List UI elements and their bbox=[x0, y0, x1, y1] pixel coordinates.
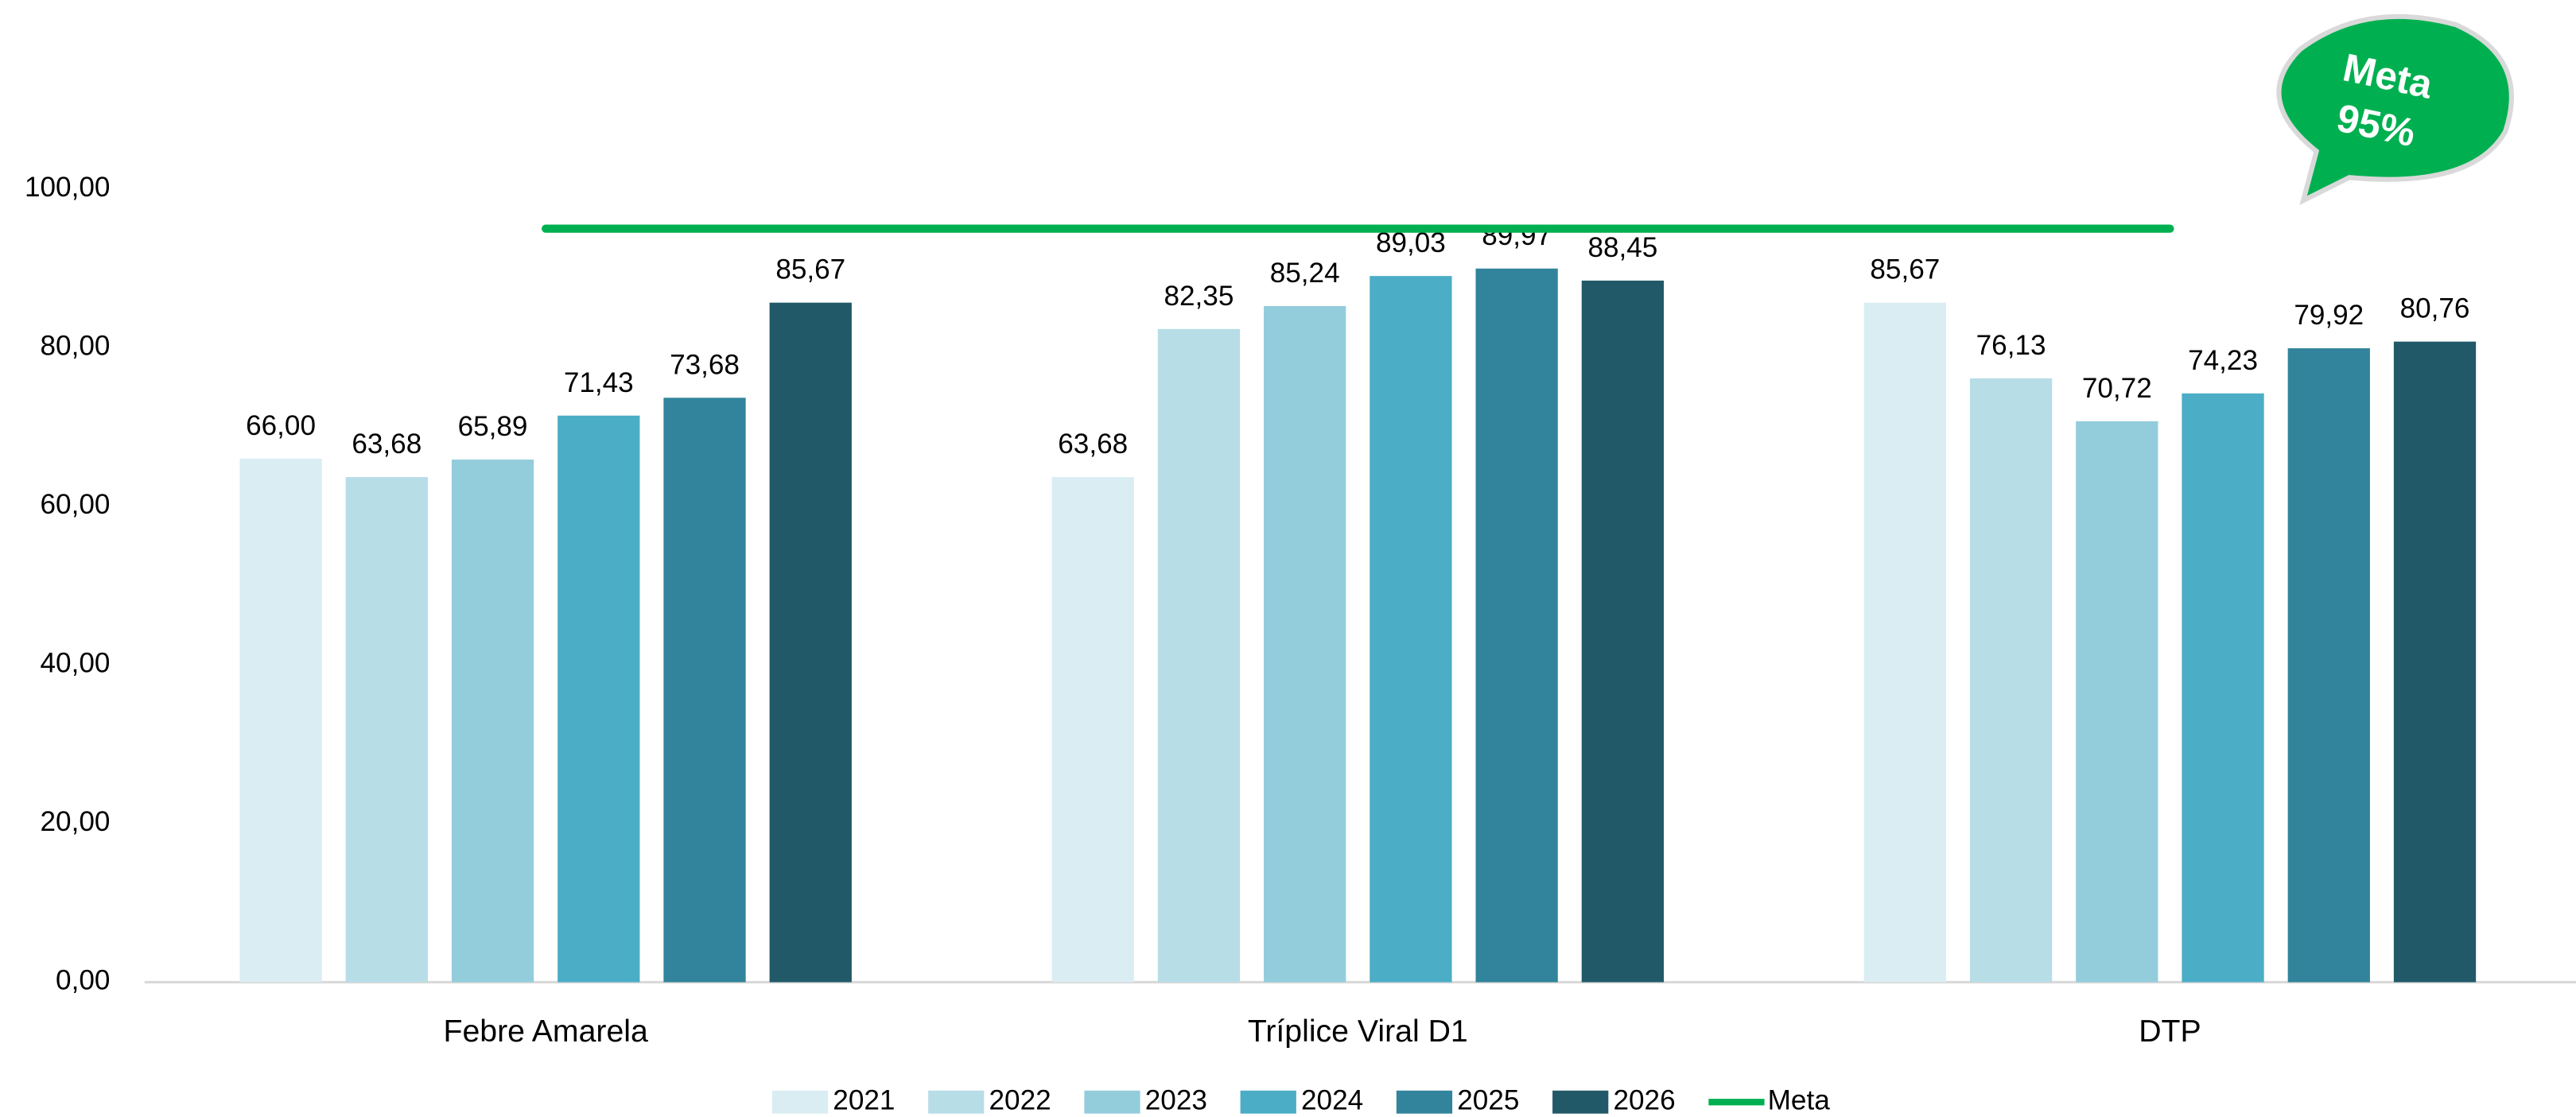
legend-label: 2026 bbox=[1614, 1085, 1676, 1116]
x-tick-label: Febre Amarela bbox=[443, 1014, 648, 1049]
data-label: 71,43 bbox=[564, 367, 634, 398]
bar bbox=[345, 477, 428, 983]
bar bbox=[2287, 348, 2370, 983]
legend-swatch bbox=[1396, 1090, 1453, 1114]
y-tick-label: 20,00 bbox=[41, 806, 111, 837]
data-label: 73,68 bbox=[670, 349, 740, 380]
x-tick-label: DTP bbox=[2139, 1014, 2201, 1049]
bar bbox=[1863, 302, 1946, 983]
x-tick-label: Tríplice Viral D1 bbox=[1248, 1014, 1468, 1049]
bar bbox=[1969, 378, 2053, 983]
data-label: 79,92 bbox=[2294, 300, 2364, 331]
data-label: 85,67 bbox=[1870, 254, 1940, 285]
bar bbox=[663, 398, 746, 983]
y-tick-label: 0,00 bbox=[56, 965, 110, 996]
data-label: 80,76 bbox=[2400, 293, 2470, 324]
bar bbox=[2393, 341, 2477, 983]
bar bbox=[1157, 328, 1241, 983]
bar bbox=[558, 415, 640, 983]
data-label: 88,45 bbox=[1587, 232, 1657, 263]
legend-swatch bbox=[928, 1090, 985, 1114]
data-label: 66,00 bbox=[246, 410, 316, 441]
legend-label: 2022 bbox=[989, 1085, 1051, 1116]
bar bbox=[2076, 421, 2158, 983]
bar bbox=[1581, 280, 1665, 983]
bar bbox=[451, 460, 534, 983]
bar bbox=[239, 458, 322, 983]
bar bbox=[1475, 268, 1558, 983]
legend-label: 2021 bbox=[833, 1085, 895, 1116]
legend-swatch bbox=[1084, 1090, 1140, 1114]
data-label: 85,24 bbox=[1270, 258, 1340, 289]
data-label: 70,72 bbox=[2082, 373, 2152, 404]
data-label: 63,68 bbox=[352, 429, 422, 460]
bar bbox=[769, 302, 852, 983]
callout: Meta 95% bbox=[2276, 14, 2514, 206]
y-tick-label: 40,00 bbox=[41, 648, 111, 679]
legend-swatch bbox=[771, 1090, 829, 1114]
data-label: 63,68 bbox=[1058, 429, 1128, 460]
bar bbox=[1264, 305, 1346, 983]
legend-label: 2025 bbox=[1457, 1085, 1519, 1116]
y-tick-label: 100,00 bbox=[25, 172, 110, 203]
data-label: 74,23 bbox=[2188, 345, 2258, 376]
data-label: 76,13 bbox=[1976, 330, 2046, 361]
y-tick-label: 60,00 bbox=[41, 489, 111, 520]
data-label: 82,35 bbox=[1164, 281, 1234, 312]
y-tick-label: 80,00 bbox=[41, 331, 111, 362]
callout-bubble bbox=[2276, 14, 2514, 206]
data-label: 65,89 bbox=[458, 411, 528, 442]
bar bbox=[1370, 276, 1452, 983]
bar bbox=[2182, 393, 2264, 983]
bar bbox=[1051, 477, 1134, 983]
legend-swatch bbox=[1552, 1090, 1609, 1114]
legend-label: Meta bbox=[1768, 1085, 1831, 1116]
legend-label: 2023 bbox=[1145, 1085, 1207, 1116]
legend-swatch bbox=[1240, 1090, 1296, 1114]
data-label: 85,67 bbox=[775, 254, 845, 285]
legend-label: 2024 bbox=[1301, 1085, 1363, 1116]
